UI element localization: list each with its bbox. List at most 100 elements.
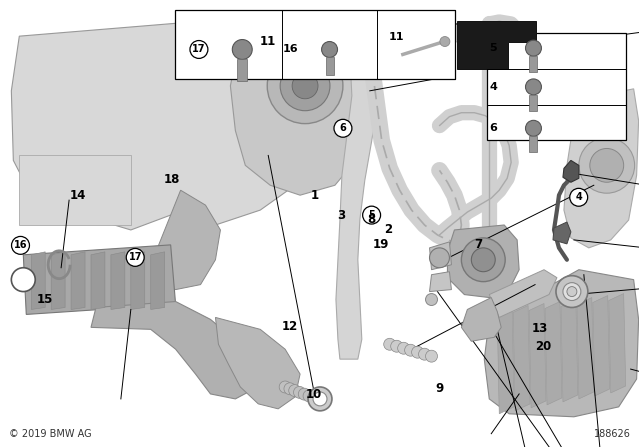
Polygon shape bbox=[111, 252, 125, 310]
Circle shape bbox=[12, 268, 35, 292]
Text: 14: 14 bbox=[70, 189, 86, 202]
Circle shape bbox=[404, 344, 417, 356]
Circle shape bbox=[363, 206, 381, 224]
Text: 12: 12 bbox=[282, 320, 298, 333]
Text: 3: 3 bbox=[337, 209, 345, 222]
Polygon shape bbox=[230, 16, 375, 195]
Bar bbox=[175, 10, 455, 79]
Text: 7: 7 bbox=[474, 237, 482, 250]
Text: 13: 13 bbox=[532, 322, 548, 335]
Text: 16: 16 bbox=[13, 241, 28, 250]
Circle shape bbox=[12, 237, 29, 254]
Polygon shape bbox=[71, 252, 85, 310]
Text: 17: 17 bbox=[129, 252, 142, 263]
Polygon shape bbox=[484, 270, 639, 417]
Text: 17: 17 bbox=[192, 44, 205, 55]
Circle shape bbox=[556, 276, 588, 307]
Polygon shape bbox=[151, 190, 220, 289]
Text: 10: 10 bbox=[305, 388, 322, 401]
Circle shape bbox=[397, 342, 410, 354]
Polygon shape bbox=[429, 271, 451, 292]
Text: 6: 6 bbox=[490, 123, 497, 133]
Polygon shape bbox=[216, 318, 300, 409]
Polygon shape bbox=[429, 242, 451, 270]
Circle shape bbox=[313, 392, 327, 406]
Circle shape bbox=[292, 73, 318, 99]
Polygon shape bbox=[489, 270, 557, 318]
Circle shape bbox=[289, 384, 301, 396]
Circle shape bbox=[284, 383, 296, 395]
Polygon shape bbox=[345, 23, 492, 44]
Circle shape bbox=[390, 340, 403, 352]
Circle shape bbox=[190, 40, 208, 58]
Circle shape bbox=[426, 350, 438, 362]
Circle shape bbox=[384, 338, 396, 350]
Circle shape bbox=[334, 119, 352, 137]
Bar bbox=[237, 60, 247, 81]
Text: 8: 8 bbox=[367, 213, 376, 226]
Text: 6: 6 bbox=[340, 123, 346, 133]
Text: 18: 18 bbox=[164, 173, 180, 186]
Polygon shape bbox=[529, 303, 546, 408]
Circle shape bbox=[567, 287, 577, 297]
Polygon shape bbox=[553, 222, 571, 244]
Bar bbox=[487, 34, 626, 140]
Text: © 2019 BMW AG: © 2019 BMW AG bbox=[10, 429, 92, 439]
Text: 188626: 188626 bbox=[594, 429, 630, 439]
Polygon shape bbox=[51, 252, 65, 310]
Circle shape bbox=[429, 248, 449, 268]
Polygon shape bbox=[457, 21, 536, 69]
Circle shape bbox=[461, 238, 505, 282]
Circle shape bbox=[232, 39, 252, 60]
Circle shape bbox=[525, 121, 541, 136]
Text: 16: 16 bbox=[283, 44, 298, 55]
Circle shape bbox=[308, 387, 332, 411]
Text: 2: 2 bbox=[384, 223, 392, 236]
Circle shape bbox=[321, 42, 337, 57]
Polygon shape bbox=[563, 160, 579, 182]
Polygon shape bbox=[23, 245, 175, 314]
Text: 11: 11 bbox=[260, 35, 276, 48]
Polygon shape bbox=[91, 302, 255, 399]
Polygon shape bbox=[564, 89, 639, 248]
Circle shape bbox=[303, 390, 315, 402]
Polygon shape bbox=[19, 155, 131, 225]
Circle shape bbox=[426, 293, 438, 306]
Text: 4: 4 bbox=[490, 82, 497, 92]
Text: 4: 4 bbox=[575, 192, 582, 202]
Circle shape bbox=[590, 148, 623, 182]
Polygon shape bbox=[151, 252, 164, 310]
Polygon shape bbox=[131, 252, 145, 310]
Circle shape bbox=[279, 381, 291, 393]
Circle shape bbox=[563, 283, 581, 301]
Text: 1: 1 bbox=[311, 189, 319, 202]
Polygon shape bbox=[31, 252, 45, 310]
Circle shape bbox=[570, 188, 588, 206]
Circle shape bbox=[312, 393, 324, 405]
Circle shape bbox=[298, 388, 310, 400]
Bar bbox=[529, 56, 538, 72]
Polygon shape bbox=[497, 307, 514, 414]
Circle shape bbox=[280, 61, 330, 111]
Circle shape bbox=[579, 138, 635, 193]
Polygon shape bbox=[545, 302, 562, 405]
Text: 15: 15 bbox=[36, 293, 53, 306]
Circle shape bbox=[440, 37, 450, 47]
Circle shape bbox=[126, 249, 144, 266]
Polygon shape bbox=[352, 11, 378, 29]
Bar bbox=[529, 95, 538, 111]
Polygon shape bbox=[513, 306, 530, 411]
Bar bbox=[529, 136, 538, 152]
Circle shape bbox=[294, 386, 305, 398]
Polygon shape bbox=[461, 297, 501, 341]
Text: 5: 5 bbox=[490, 43, 497, 53]
Text: 5: 5 bbox=[368, 210, 375, 220]
Circle shape bbox=[308, 392, 320, 404]
Circle shape bbox=[525, 79, 541, 95]
Polygon shape bbox=[447, 225, 519, 297]
Circle shape bbox=[471, 248, 495, 271]
Circle shape bbox=[268, 48, 343, 124]
Polygon shape bbox=[336, 26, 380, 359]
Text: 19: 19 bbox=[372, 237, 388, 250]
Polygon shape bbox=[561, 300, 578, 402]
